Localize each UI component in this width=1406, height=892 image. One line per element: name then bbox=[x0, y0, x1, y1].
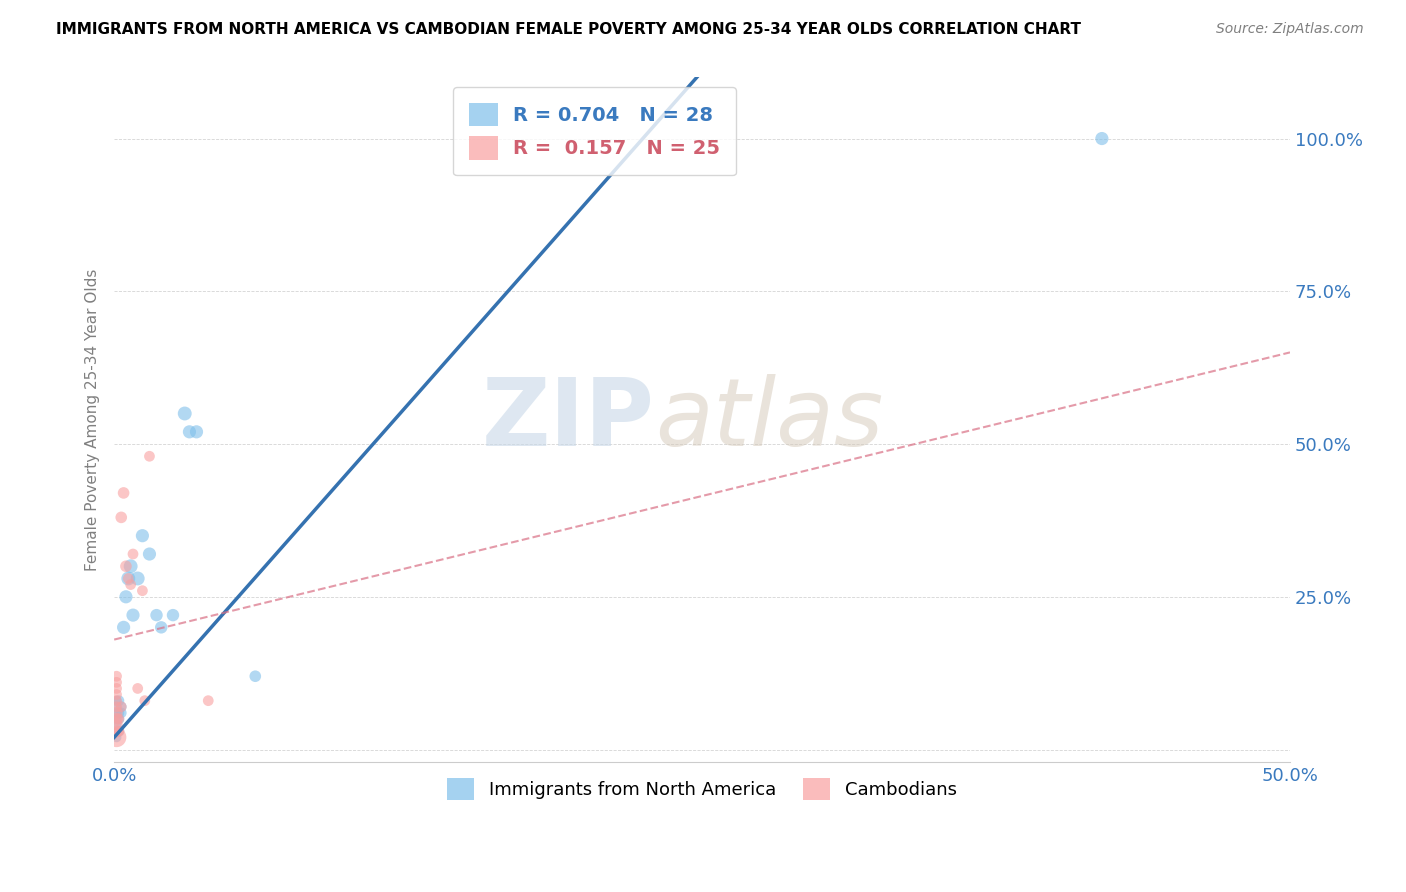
Point bbox=[108, 694, 131, 708]
Point bbox=[186, 425, 208, 439]
Point bbox=[110, 699, 132, 714]
Point bbox=[108, 712, 131, 726]
Point bbox=[138, 547, 160, 561]
Point bbox=[173, 407, 195, 421]
Point bbox=[179, 425, 201, 439]
Point bbox=[105, 699, 128, 714]
Point bbox=[110, 699, 132, 714]
Text: ZIP: ZIP bbox=[482, 374, 655, 466]
Point bbox=[105, 718, 128, 732]
Point bbox=[115, 559, 138, 574]
Point bbox=[120, 577, 142, 591]
Point bbox=[112, 620, 135, 634]
Point bbox=[145, 608, 167, 623]
Point bbox=[127, 681, 149, 696]
Point bbox=[108, 706, 131, 720]
Point bbox=[105, 706, 128, 720]
Point bbox=[197, 694, 219, 708]
Point bbox=[117, 572, 139, 586]
Point bbox=[105, 731, 128, 745]
Point bbox=[105, 699, 128, 714]
Point bbox=[108, 724, 131, 739]
Point bbox=[122, 608, 145, 623]
Point bbox=[105, 706, 128, 720]
Point bbox=[105, 675, 128, 690]
Point bbox=[112, 486, 135, 500]
Point bbox=[105, 669, 128, 683]
Point bbox=[110, 706, 132, 720]
Point bbox=[127, 572, 149, 586]
Point bbox=[105, 712, 128, 726]
Point bbox=[138, 450, 160, 464]
Text: Source: ZipAtlas.com: Source: ZipAtlas.com bbox=[1216, 22, 1364, 37]
Point bbox=[105, 694, 128, 708]
Point bbox=[105, 724, 128, 739]
Text: atlas: atlas bbox=[655, 374, 883, 465]
Point bbox=[117, 572, 139, 586]
Point bbox=[105, 694, 128, 708]
Point bbox=[131, 529, 153, 543]
Legend: Immigrants from North America, Cambodians: Immigrants from North America, Cambodian… bbox=[433, 764, 972, 814]
Point bbox=[245, 669, 267, 683]
Y-axis label: Female Poverty Among 25-34 Year Olds: Female Poverty Among 25-34 Year Olds bbox=[86, 268, 100, 571]
Text: IMMIGRANTS FROM NORTH AMERICA VS CAMBODIAN FEMALE POVERTY AMONG 25-34 YEAR OLDS : IMMIGRANTS FROM NORTH AMERICA VS CAMBODI… bbox=[56, 22, 1081, 37]
Point bbox=[150, 620, 173, 634]
Point bbox=[105, 718, 128, 732]
Point bbox=[120, 559, 142, 574]
Point bbox=[134, 694, 156, 708]
Point bbox=[131, 583, 153, 598]
Point bbox=[105, 688, 128, 702]
Point bbox=[162, 608, 184, 623]
Point bbox=[105, 731, 128, 745]
Point bbox=[105, 681, 128, 696]
Point bbox=[110, 510, 132, 524]
Point bbox=[1091, 131, 1114, 145]
Point bbox=[122, 547, 145, 561]
Point bbox=[105, 712, 128, 726]
Point bbox=[108, 712, 131, 726]
Point bbox=[108, 724, 131, 739]
Point bbox=[115, 590, 138, 604]
